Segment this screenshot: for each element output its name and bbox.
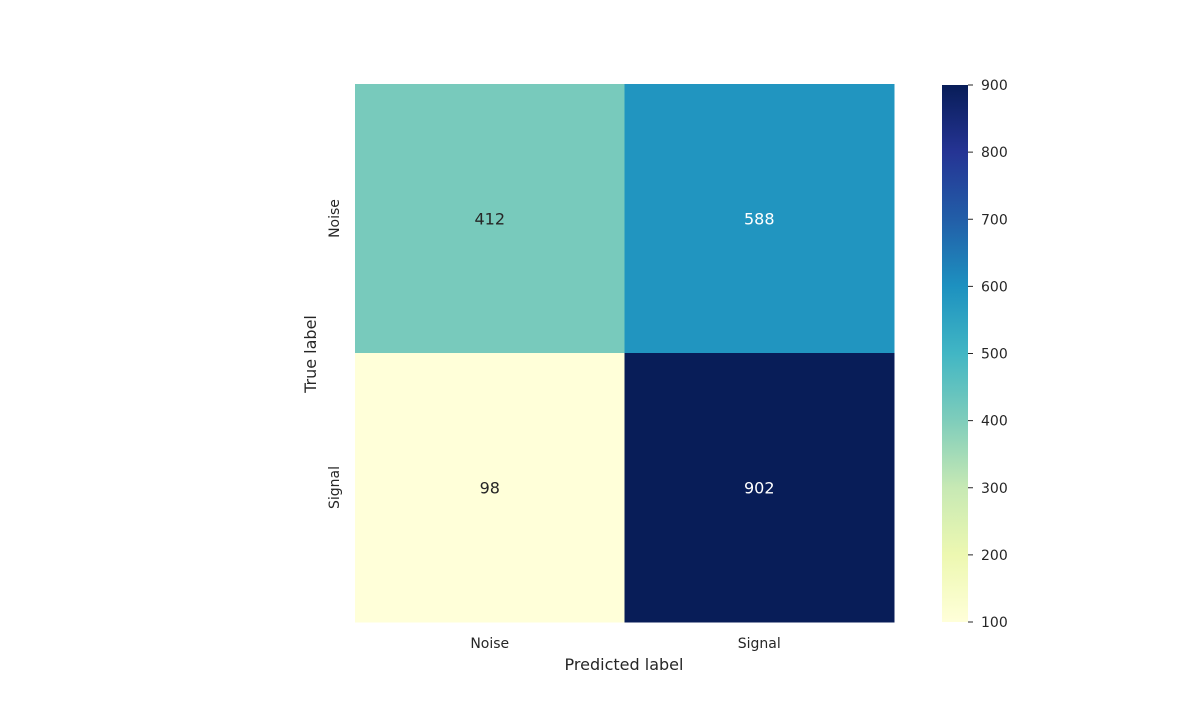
x-tick-label-1: Signal [738, 636, 781, 652]
colorbar-tick-label-6: 700 [981, 212, 1008, 228]
colorbar-tick-label-4: 500 [981, 347, 1008, 363]
heatmap-cell-0-0 [355, 84, 625, 354]
cell-annotations: 412 588 98 902 [474, 210, 774, 498]
colorbar-ticks: 100 200 300 400 500 600 700 800 900 [968, 78, 1008, 631]
cell-annotation-0-1: 588 [744, 210, 775, 229]
colorbar-gradient [942, 85, 968, 622]
colorbar-tick-label-2: 300 [981, 481, 1008, 497]
cell-annotation-1-0: 98 [480, 479, 500, 498]
colorbar-tick-label-8: 900 [981, 78, 1008, 94]
x-axis-label: Predicted label [565, 655, 684, 674]
cell-annotation-0-0: 412 [474, 210, 505, 229]
colorbar-tick-label-5: 600 [981, 279, 1008, 295]
y-tick-label-1: Signal [327, 466, 343, 509]
heatmap-cell-1-1 [624, 353, 895, 623]
colorbar: 100 200 300 400 500 600 700 800 900 [942, 78, 1008, 631]
cell-annotation-1-1: 902 [744, 479, 775, 498]
colorbar-tick-label-7: 800 [981, 145, 1008, 161]
y-tick-label-0: Noise [327, 199, 343, 238]
heatmap-cells [355, 84, 895, 623]
colorbar-tick-label-3: 400 [981, 414, 1008, 430]
x-tick-labels: Noise Signal [470, 636, 780, 652]
y-axis-label: True label [301, 315, 320, 394]
colorbar-tick-label-1: 200 [981, 548, 1008, 564]
x-tick-label-0: Noise [470, 636, 509, 652]
heatmap-cell-1-0 [355, 353, 625, 623]
y-tick-labels: Noise Signal [327, 199, 343, 509]
heatmap-cell-0-1 [624, 84, 895, 354]
colorbar-tick-label-0: 100 [981, 615, 1008, 631]
